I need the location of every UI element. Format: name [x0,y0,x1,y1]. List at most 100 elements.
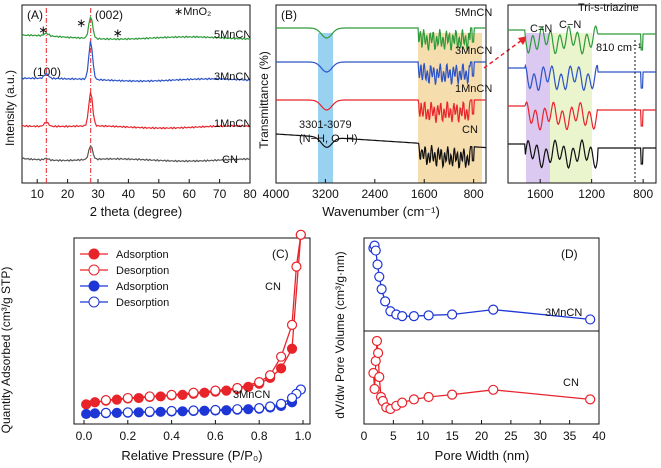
x-tick-label-0: 0.0 [76,429,93,443]
x-tick-label-1: 1200 [578,187,605,201]
triazine-label: Tri-s-triazine [578,2,639,14]
pore-series-3mncn [368,240,596,325]
panel-c-curve-label-3mncn: 3MnCN [233,389,270,401]
panel-c-legend: Adsorption Desorption Adsorption Desorpt… [80,248,169,309]
zoom-curve-0 [508,25,656,55]
x-tick-label-2: 800 [633,187,653,201]
x-tick-label-2: 30 [91,187,105,201]
zoom-curve-2 [508,101,656,131]
x-tick-label-0: 0 [361,429,368,443]
x-tick-label-2: 2400 [361,187,388,201]
isotherm-point-cn-desorption-11 [122,392,133,404]
pore-series-cn [368,335,596,415]
isotherm-point-cn-desorption-2 [286,319,298,330]
panel-b-series-label-3mncn: 3MnCN [455,45,492,57]
x-tick-label-2: 0.4 [163,429,180,443]
panel-b-frame [275,4,487,184]
panel-a-curves [21,15,251,163]
panel-a-xlabel: 2 theta (degree) [90,204,183,219]
pore-point-cn-3 [371,335,383,347]
isotherm-point-3mncn-desorption-4 [265,401,276,412]
legend-text-cn-adsorption: Adsorption [116,249,169,261]
panel-a-series-label-3mncn: 3MnCN [214,71,251,83]
peak-label-002: (002) [95,8,123,22]
pore-point-3mncn-3 [372,259,383,270]
panel-b-series-label-cn: CN [462,124,478,136]
panel-c-curve-label-cn: CN [265,281,281,293]
pore-point-cn-11 [397,397,408,408]
x-tick-label-3: 1600 [411,187,438,201]
isotherm-point-cn-desorption-9 [166,389,177,400]
zoom-arrow-line [483,39,523,69]
panel-a-mno2-stars: ∗ ∗ ∗ [38,16,123,40]
ftir-curve-cn [276,133,486,170]
isotherm-point-3mncn-desorption-10 [144,406,155,417]
x-tick-label-4: 800 [464,187,484,201]
panel-a-ylabel: Intensity (a.u.) [3,70,17,146]
x-tick-label-1: 0.2 [119,429,136,443]
isotherm-point-cn-adsorption-11 [199,387,210,398]
isotherm-point-3mncn-adsorption-1 [89,408,101,419]
panel-c-x-ticks: 0.0 0.2 0.4 0.6 0.8 1.0 [76,420,312,443]
isotherm-point-cn-desorption-0 [295,229,306,240]
x-tick-label-1: 5 [390,429,397,443]
panel-a-frame [21,4,251,184]
x-tick-label-4: 0.8 [251,429,268,443]
mno2-legend: ∗MnO₂ [174,6,211,18]
panel-c-ylabel: Quantity Adsorbed (cm³/g STP) [0,267,13,434]
legend-marker-3mncn-desorption [88,296,100,308]
panel-c-curves [81,229,306,420]
panel-b-x-ticks: 4000 3200 2400 1600 800 [263,179,484,201]
panel-b-label: (B) [281,8,297,22]
zoom-frame [507,4,657,184]
panel-a: Intensity (a.u.) (A) ∗MnO₂ (002) (100) ∗… [3,4,257,219]
isotherm-point-3mncn-desorption-8 [188,405,199,416]
pore-point-3mncn-10 [408,311,420,322]
pore-point-3mncn-11 [423,310,434,321]
panel-a-series-label-cn: CN [222,154,238,166]
panel-b-xlabel: Wavenumber (cm⁻¹) [322,204,440,219]
isotherm-point-cn-desorption-10 [144,391,155,402]
panel-b-zoom: C=N C−N Tri-s-triazine 810 cm⁻¹ 1600 1200… [507,2,657,201]
isotherm-point-3mncn-desorption-7 [210,404,221,416]
pore-point-cn-4 [373,347,384,359]
panel-d-series-label-cn: CN [563,377,579,389]
panel-c-label: (C) [272,247,289,261]
panel-d-series-label-3mncn: 3MnCN [545,307,582,319]
isotherm-point-cn-adsorption-18 [276,363,287,374]
x-tick-label-4: 20 [475,429,489,443]
x-tick-label-0: 10 [31,187,45,201]
zoom-x-ticks: 1600 1200 800 [527,179,653,201]
panel-b-series-label-1mncn: 1MnCN [455,83,492,95]
pore-point-3mncn-4 [374,271,385,282]
isotherm-point-cn-adsorption-19 [286,343,298,354]
x-tick-label-1: 20 [61,187,75,201]
panel-a-label: (A) [27,8,43,22]
nh-oh-assignment-label: (N−H, O−H) [299,133,358,145]
x-tick-label-4: 50 [152,187,166,201]
x-tick-label-0: 1600 [527,187,554,201]
pore-point-3mncn-2 [370,245,381,256]
x-tick-label-3: 0.6 [207,429,224,443]
pore-point-cn-14 [447,389,458,400]
panel-c-xlabel: Relative Pressure (P/P₀) [121,448,262,463]
legend-marker-cn-adsorption [88,248,100,260]
x-tick-label-8: 40 [592,429,606,443]
legend-marker-3mncn-adsorption [88,280,100,292]
x-tick-label-7: 35 [563,429,577,443]
zoom-curves [508,25,656,170]
legend-marker-cn-desorption [88,264,100,276]
x-tick-label-5: 60 [183,187,197,201]
panel-a-x-ticks: 10 20 30 40 50 60 70 80 [31,179,257,201]
panel-d-label: (D) [561,247,578,261]
x-tick-label-5: 25 [504,429,518,443]
cn-double-label: C=N [530,23,552,35]
mno2-star-0: ∗ [38,23,48,37]
xrd-curve-1mncn [22,92,251,130]
isotherm-point-3mncn-desorption-5 [254,403,265,414]
ftir-curve-3mncn [276,61,486,86]
legend-text-3mncn-desorption: Desorption [116,297,169,309]
panel-d-xlabel: Pore Width (nm) [435,448,530,463]
zoom-curve-1 [508,63,656,92]
